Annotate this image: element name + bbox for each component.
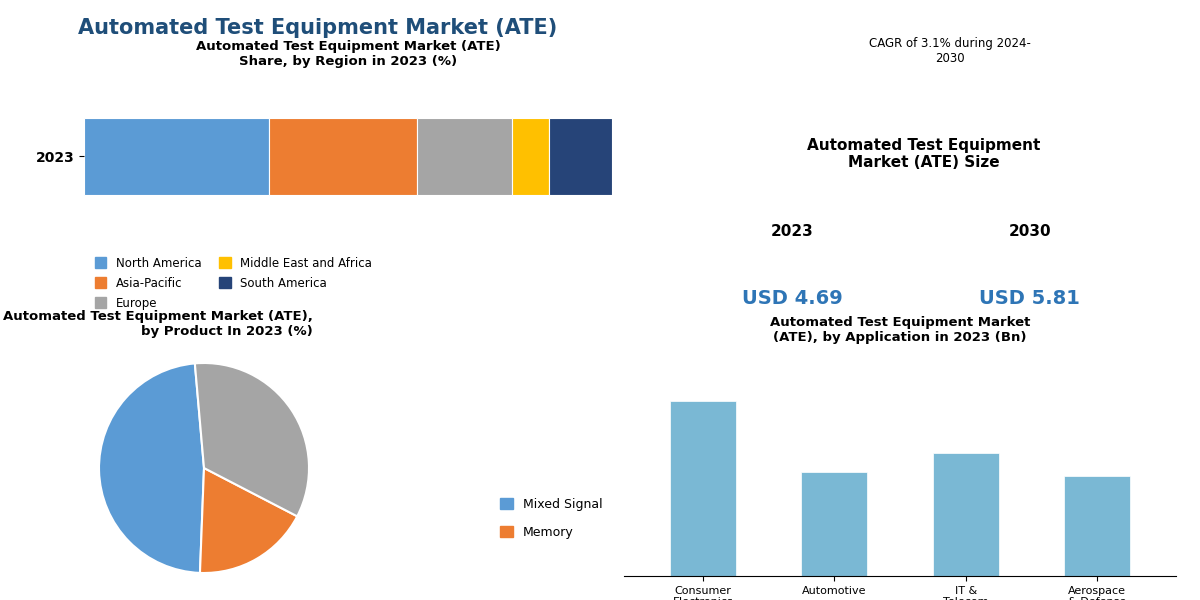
Text: CAGR of 3.1% during 2024-
2030: CAGR of 3.1% during 2024- 2030 [870,37,1031,65]
Title: Automated Test Equipment Market (ATE)
Share, by Region in 2023 (%): Automated Test Equipment Market (ATE) Sh… [196,40,500,68]
Bar [84,118,269,194]
Bar [802,472,868,576]
Text: USD 4.69: USD 4.69 [742,289,842,308]
Bar [269,118,416,194]
Text: Market Size in: Market Size in [826,354,924,367]
Text: Automated Test Equipment Market (ATE),
by Product In 2023 (%): Automated Test Equipment Market (ATE), b… [4,310,313,338]
Bar [548,118,612,194]
Wedge shape [200,468,298,573]
Text: Billion: Billion [924,354,971,367]
Text: 2023: 2023 [770,224,814,239]
Bar [416,118,511,194]
Text: USD 5.81: USD 5.81 [979,289,1080,308]
Bar [932,453,998,576]
Text: 2030: 2030 [1008,224,1051,239]
Bar [511,118,548,194]
Bar [670,401,736,576]
Wedge shape [194,363,308,517]
Text: Automated Test Equipment Market (ATE): Automated Test Equipment Market (ATE) [78,18,558,38]
Title: Automated Test Equipment Market
(ATE), by Application in 2023 (Bn): Automated Test Equipment Market (ATE), b… [770,316,1030,344]
Text: Automated Test Equipment
Market (ATE) Size: Automated Test Equipment Market (ATE) Si… [808,138,1040,170]
Bar [1064,476,1130,576]
Legend: North America, Asia-Pacific, Europe, Middle East and Africa, South America: North America, Asia-Pacific, Europe, Mid… [90,252,377,314]
Wedge shape [100,364,204,573]
Legend: Mixed Signal, Memory: Mixed Signal, Memory [496,493,607,544]
